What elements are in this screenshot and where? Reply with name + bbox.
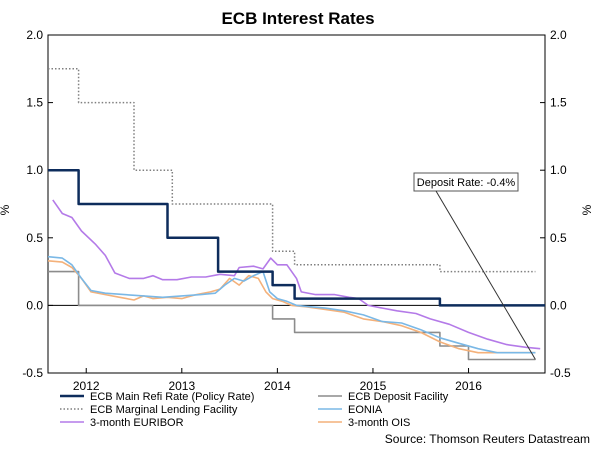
plot-frame xyxy=(47,34,546,374)
legend-label: ECB Marginal Lending Facility xyxy=(90,404,238,416)
y-tick-label: 0.5 xyxy=(26,231,43,245)
series-line-4 xyxy=(47,255,536,354)
series-lines xyxy=(47,68,545,361)
y-tick-label-right: -0.5 xyxy=(550,366,571,380)
x-tick-label: 2016 xyxy=(455,379,482,393)
x-tick-label: 2014 xyxy=(264,379,291,393)
deposit-rate-annotation: Deposit Rate: -0.4% xyxy=(413,172,536,360)
y-tick-label: 1.0 xyxy=(26,163,43,177)
series-line-5 xyxy=(47,260,536,354)
series-line-2 xyxy=(52,199,541,350)
y-tick-label-right: 2.0 xyxy=(550,28,567,42)
legend-label: ECB Deposit Facility xyxy=(348,391,449,403)
legend: ECB Main Refi Rate (Policy Rate) ECB Depo… xyxy=(60,391,449,429)
axes: 2.0 2.0 1.5 1.5 1.0 1.0 0.5 0.5 0.0 0.0 -0.5 -0.5 20… xyxy=(22,28,571,393)
series-line-1 xyxy=(48,68,536,273)
y-tick-label-right: 1.5 xyxy=(550,96,567,110)
series-line-3 xyxy=(48,270,536,361)
y-tick-label: 2.0 xyxy=(26,28,43,42)
x-tick-label: 2015 xyxy=(360,379,387,393)
series-line-0 xyxy=(48,168,545,307)
x-tick-label: 2013 xyxy=(168,379,195,393)
chart-title: ECB Interest Rates xyxy=(221,9,374,28)
legend-label: EONIA xyxy=(348,404,383,416)
y-tick-label-right: 0.5 xyxy=(550,231,567,245)
y-tick-label-right: 0.0 xyxy=(550,298,567,312)
legend-label: ECB Main Refi Rate (Policy Rate) xyxy=(90,391,254,403)
source-note: Source: Thomson Reuters Datastream xyxy=(385,432,590,446)
legend-label: 3-month EURIBOR xyxy=(90,417,184,429)
y-axis-label-right: % xyxy=(580,204,594,215)
legend-label: 3-month OIS xyxy=(348,417,410,429)
y-tick-label-right: 1.0 xyxy=(550,163,567,177)
y-axis-label-left: % xyxy=(0,204,12,215)
y-tick-label: 1.5 xyxy=(26,96,43,110)
annotation-text: Deposit Rate: -0.4% xyxy=(417,177,516,189)
x-tick-label: 2012 xyxy=(73,379,100,393)
y-tick-label: 0.0 xyxy=(26,298,43,312)
annotation-pointer xyxy=(435,190,536,360)
y-tick-label: -0.5 xyxy=(22,366,43,380)
annotation-box xyxy=(413,172,519,192)
